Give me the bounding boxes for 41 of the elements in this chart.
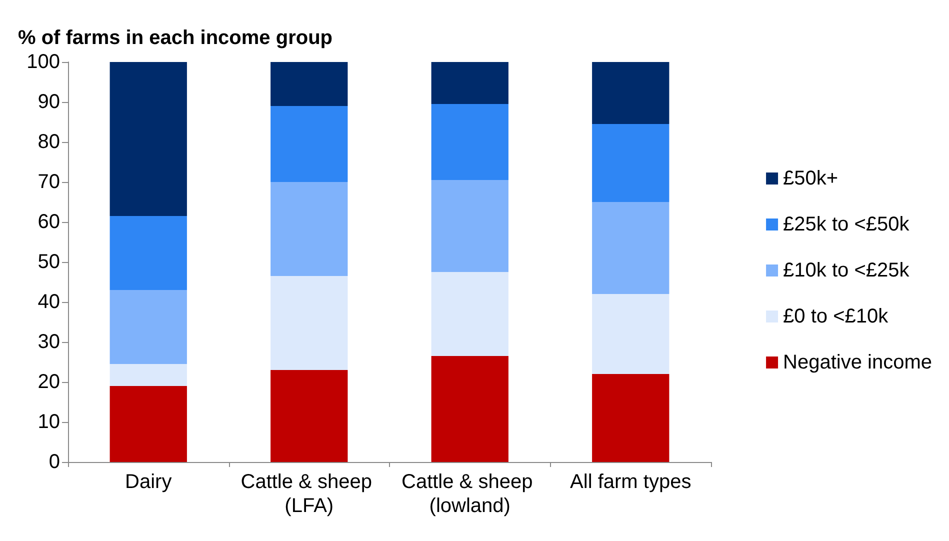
bar xyxy=(110,364,187,386)
legend-label: Negative income xyxy=(783,352,932,374)
x-tick-label: Dairy xyxy=(125,471,172,493)
y-tick-label: 100 xyxy=(26,51,60,73)
y-tick-label: 90 xyxy=(38,91,60,113)
bar xyxy=(270,276,348,370)
y-tick-label: 70 xyxy=(38,171,60,193)
legend-label: £50k+ xyxy=(783,168,838,190)
x-tick-label: Cattle & sheep (lowland) xyxy=(402,471,538,517)
x-tick-label: Cattle & sheep (LFA) xyxy=(240,471,378,517)
bar xyxy=(270,182,348,276)
bar xyxy=(431,272,508,356)
y-tick-label: 10 xyxy=(38,411,60,433)
bar xyxy=(431,180,508,272)
y-tick-label: 50 xyxy=(38,251,60,273)
bar xyxy=(592,202,670,294)
legend-label: £25k to <£50k xyxy=(783,214,910,236)
bar xyxy=(270,62,348,106)
bar xyxy=(110,216,187,290)
bar xyxy=(592,374,670,462)
y-tick-label: 0 xyxy=(48,451,60,473)
y-tick-label: 60 xyxy=(38,211,60,233)
bar xyxy=(431,356,508,462)
bar xyxy=(110,62,187,216)
y-tick-label: 80 xyxy=(38,131,60,153)
bar xyxy=(431,62,508,104)
bar xyxy=(110,290,187,364)
bar xyxy=(592,124,670,202)
bar xyxy=(592,62,670,124)
bar xyxy=(431,104,508,180)
y-tick-label: 40 xyxy=(38,291,60,313)
legend-label: £0 to <£10k xyxy=(783,306,890,328)
bar xyxy=(270,106,348,182)
bar xyxy=(592,294,670,374)
bar xyxy=(110,386,187,462)
y-tick-label: 30 xyxy=(38,331,60,353)
bar xyxy=(270,370,348,462)
x-tick-label: All farm types xyxy=(570,471,692,493)
y-axis-title: % of farms in each income group xyxy=(18,27,333,49)
y-tick-label: 20 xyxy=(38,371,60,393)
legend-label: £10k to <£25k xyxy=(783,260,910,282)
